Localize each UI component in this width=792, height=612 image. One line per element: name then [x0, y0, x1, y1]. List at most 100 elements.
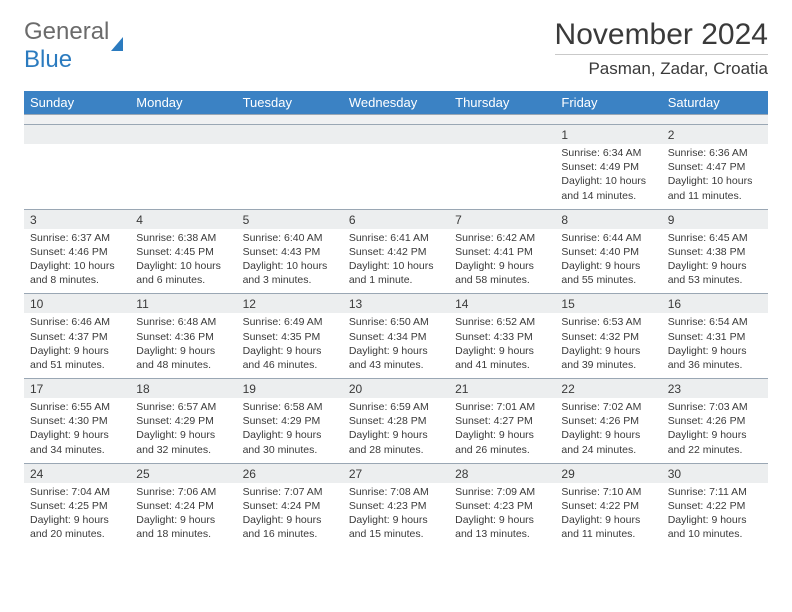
sunrise-text: Sunrise: 7:08 AM: [349, 485, 443, 499]
date-number-cell: 13: [343, 294, 449, 314]
sunset-text: Sunset: 4:34 PM: [349, 330, 443, 344]
date-body-cell: Sunrise: 6:57 AMSunset: 4:29 PMDaylight:…: [130, 398, 236, 463]
sunset-text: Sunset: 4:37 PM: [30, 330, 124, 344]
daylight-text: Daylight: 9 hours and 11 minutes.: [561, 513, 655, 541]
date-body-cell: Sunrise: 6:42 AMSunset: 4:41 PMDaylight:…: [449, 229, 555, 294]
sunrise-text: Sunrise: 6:34 AM: [561, 146, 655, 160]
sunset-text: Sunset: 4:26 PM: [668, 414, 762, 428]
logo-word2: Blue: [24, 46, 72, 73]
daylight-text: Daylight: 10 hours and 6 minutes.: [136, 259, 230, 287]
daylight-text: Daylight: 9 hours and 30 minutes.: [243, 428, 337, 456]
daylight-text: Daylight: 10 hours and 8 minutes.: [30, 259, 124, 287]
daylight-text: Daylight: 9 hours and 16 minutes.: [243, 513, 337, 541]
date-body-cell: Sunrise: 6:58 AMSunset: 4:29 PMDaylight:…: [237, 398, 343, 463]
date-number-cell: 5: [237, 209, 343, 229]
sunrise-text: Sunrise: 6:58 AM: [243, 400, 337, 414]
daylight-text: Daylight: 9 hours and 43 minutes.: [349, 344, 443, 372]
date-number-cell: [130, 125, 236, 145]
daylight-text: Daylight: 9 hours and 18 minutes.: [136, 513, 230, 541]
sunset-text: Sunset: 4:28 PM: [349, 414, 443, 428]
date-number-cell: 21: [449, 379, 555, 399]
sunrise-text: Sunrise: 7:10 AM: [561, 485, 655, 499]
date-number-row: 10111213141516: [24, 294, 768, 314]
sunrise-text: Sunrise: 7:02 AM: [561, 400, 655, 414]
sunrise-text: Sunrise: 6:52 AM: [455, 315, 549, 329]
date-number-cell: 27: [343, 463, 449, 483]
date-number-cell: 17: [24, 379, 130, 399]
daylight-text: Daylight: 10 hours and 3 minutes.: [243, 259, 337, 287]
date-body-cell: Sunrise: 6:48 AMSunset: 4:36 PMDaylight:…: [130, 313, 236, 378]
date-number-cell: 14: [449, 294, 555, 314]
sunrise-text: Sunrise: 6:50 AM: [349, 315, 443, 329]
date-number-cell: [343, 125, 449, 145]
daylight-text: Daylight: 9 hours and 53 minutes.: [668, 259, 762, 287]
date-body-cell: Sunrise: 7:10 AMSunset: 4:22 PMDaylight:…: [555, 483, 661, 548]
daylight-text: Daylight: 9 hours and 48 minutes.: [136, 344, 230, 372]
date-number-cell: 26: [237, 463, 343, 483]
sunrise-text: Sunrise: 6:53 AM: [561, 315, 655, 329]
sunset-text: Sunset: 4:22 PM: [668, 499, 762, 513]
date-body-cell: Sunrise: 6:36 AMSunset: 4:47 PMDaylight:…: [662, 144, 768, 209]
sunset-text: Sunset: 4:26 PM: [561, 414, 655, 428]
sunrise-text: Sunrise: 6:48 AM: [136, 315, 230, 329]
sunrise-text: Sunrise: 7:01 AM: [455, 400, 549, 414]
daylight-text: Daylight: 9 hours and 20 minutes.: [30, 513, 124, 541]
date-number-cell: 25: [130, 463, 236, 483]
sunrise-text: Sunrise: 6:42 AM: [455, 231, 549, 245]
date-number-cell: 12: [237, 294, 343, 314]
daylight-text: Daylight: 9 hours and 46 minutes.: [243, 344, 337, 372]
date-number-cell: 8: [555, 209, 661, 229]
daylight-text: Daylight: 9 hours and 51 minutes.: [30, 344, 124, 372]
date-number-row: 3456789: [24, 209, 768, 229]
date-number-row: 24252627282930: [24, 463, 768, 483]
daylight-text: Daylight: 9 hours and 41 minutes.: [455, 344, 549, 372]
date-body-cell: Sunrise: 6:44 AMSunset: 4:40 PMDaylight:…: [555, 229, 661, 294]
day-header: Monday: [130, 91, 236, 115]
day-header: Wednesday: [343, 91, 449, 115]
daylight-text: Daylight: 9 hours and 55 minutes.: [561, 259, 655, 287]
date-body-cell: Sunrise: 7:06 AMSunset: 4:24 PMDaylight:…: [130, 483, 236, 548]
date-body-cell: Sunrise: 6:45 AMSunset: 4:38 PMDaylight:…: [662, 229, 768, 294]
date-number-cell: 11: [130, 294, 236, 314]
date-number-cell: 2: [662, 125, 768, 145]
sunrise-text: Sunrise: 6:37 AM: [30, 231, 124, 245]
date-body-cell: [449, 144, 555, 209]
date-number-cell: 20: [343, 379, 449, 399]
date-number-cell: 7: [449, 209, 555, 229]
sunset-text: Sunset: 4:40 PM: [561, 245, 655, 259]
date-body-cell: Sunrise: 6:50 AMSunset: 4:34 PMDaylight:…: [343, 313, 449, 378]
sunset-text: Sunset: 4:42 PM: [349, 245, 443, 259]
date-number-cell: 24: [24, 463, 130, 483]
date-number-cell: 15: [555, 294, 661, 314]
date-number-cell: 18: [130, 379, 236, 399]
sunset-text: Sunset: 4:41 PM: [455, 245, 549, 259]
date-body-cell: Sunrise: 7:04 AMSunset: 4:25 PMDaylight:…: [24, 483, 130, 548]
daylight-text: Daylight: 9 hours and 39 minutes.: [561, 344, 655, 372]
sunset-text: Sunset: 4:45 PM: [136, 245, 230, 259]
date-body-cell: Sunrise: 6:40 AMSunset: 4:43 PMDaylight:…: [237, 229, 343, 294]
date-body-cell: Sunrise: 6:34 AMSunset: 4:49 PMDaylight:…: [555, 144, 661, 209]
sunset-text: Sunset: 4:33 PM: [455, 330, 549, 344]
daylight-text: Daylight: 9 hours and 32 minutes.: [136, 428, 230, 456]
date-body-cell: Sunrise: 6:38 AMSunset: 4:45 PMDaylight:…: [130, 229, 236, 294]
date-body-cell: Sunrise: 7:01 AMSunset: 4:27 PMDaylight:…: [449, 398, 555, 463]
sunrise-text: Sunrise: 6:45 AM: [668, 231, 762, 245]
logo: General Blue: [24, 18, 123, 74]
daylight-text: Daylight: 9 hours and 34 minutes.: [30, 428, 124, 456]
date-body-cell: [130, 144, 236, 209]
sunset-text: Sunset: 4:43 PM: [243, 245, 337, 259]
date-body-row: Sunrise: 6:55 AMSunset: 4:30 PMDaylight:…: [24, 398, 768, 463]
daylight-text: Daylight: 9 hours and 36 minutes.: [668, 344, 762, 372]
month-title: November 2024: [555, 18, 768, 55]
sunset-text: Sunset: 4:32 PM: [561, 330, 655, 344]
sunrise-text: Sunrise: 7:03 AM: [668, 400, 762, 414]
sunset-text: Sunset: 4:49 PM: [561, 160, 655, 174]
date-number-cell: 16: [662, 294, 768, 314]
sunset-text: Sunset: 4:23 PM: [455, 499, 549, 513]
day-header: Sunday: [24, 91, 130, 115]
date-number-cell: 9: [662, 209, 768, 229]
gap-row: [24, 115, 768, 125]
day-header: Friday: [555, 91, 661, 115]
sunrise-text: Sunrise: 6:46 AM: [30, 315, 124, 329]
sunset-text: Sunset: 4:31 PM: [668, 330, 762, 344]
